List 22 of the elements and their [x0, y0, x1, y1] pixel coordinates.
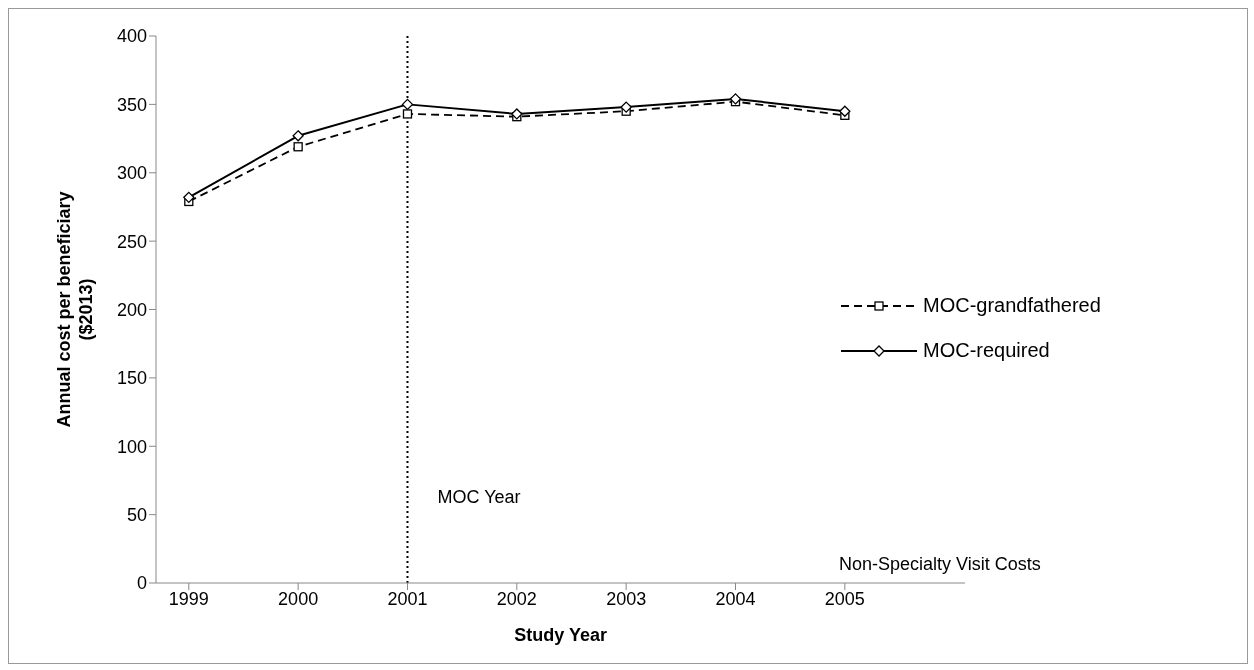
y-tick-label: 150 — [116, 368, 147, 389]
y-tick-label: 300 — [116, 163, 147, 184]
x-tick-label: 2004 — [715, 588, 756, 609]
y-tick-label: 100 — [116, 436, 147, 457]
legend-label: MOC-grandfathered — [923, 294, 1101, 317]
x-axis-title: Study Year — [514, 625, 607, 645]
x-tick-label: 2000 — [278, 588, 319, 609]
y-tick-label: 400 — [116, 26, 147, 47]
y-tick-label: 50 — [126, 505, 147, 526]
x-tick-label: 1999 — [168, 588, 209, 609]
y-tick-label: 0 — [136, 573, 147, 594]
x-tick-label: 2003 — [606, 588, 647, 609]
y-tick-label: 250 — [116, 231, 147, 252]
y-tick-label: 200 — [116, 299, 147, 320]
annotation: Non-Specialty Visit Costs — [839, 554, 1041, 575]
legend-label: MOC-required — [923, 339, 1050, 362]
x-tick-label: 2005 — [824, 588, 865, 609]
y-tick-label: 350 — [116, 94, 147, 115]
x-tick-label: 2001 — [387, 588, 428, 609]
ref-line-label: MOC Year — [437, 487, 521, 507]
x-tick-label: 2002 — [496, 588, 537, 609]
y-axis-title: Annual cost per beneficiary ($2013) — [54, 191, 96, 428]
